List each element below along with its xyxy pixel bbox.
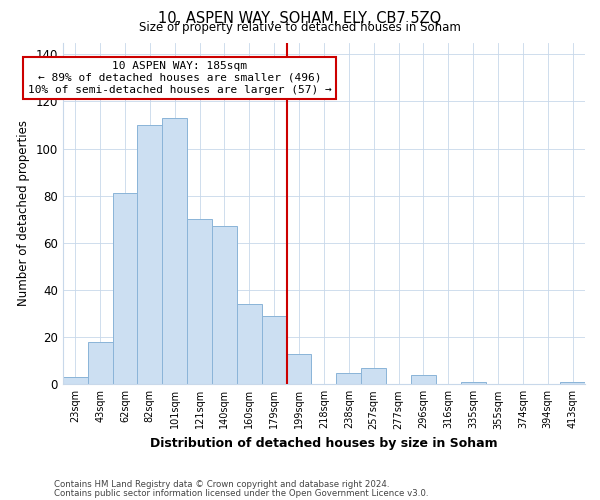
Text: 10 ASPEN WAY: 185sqm
← 89% of detached houses are smaller (496)
10% of semi-deta: 10 ASPEN WAY: 185sqm ← 89% of detached h… [28,62,332,94]
Bar [137,125,162,384]
Bar [237,304,262,384]
Bar [287,354,311,384]
Bar [187,220,212,384]
Text: Size of property relative to detached houses in Soham: Size of property relative to detached ho… [139,22,461,35]
Y-axis label: Number of detached properties: Number of detached properties [17,120,30,306]
Text: 10, ASPEN WAY, SOHAM, ELY, CB7 5ZQ: 10, ASPEN WAY, SOHAM, ELY, CB7 5ZQ [158,11,442,26]
X-axis label: Distribution of detached houses by size in Soham: Distribution of detached houses by size … [150,437,498,450]
Bar [461,382,485,384]
Bar [88,342,113,384]
Bar [560,382,585,384]
Text: Contains HM Land Registry data © Crown copyright and database right 2024.: Contains HM Land Registry data © Crown c… [54,480,389,489]
Bar [337,372,361,384]
Bar [361,368,386,384]
Bar [63,377,88,384]
Bar [212,226,237,384]
Bar [411,375,436,384]
Bar [113,194,137,384]
Bar [262,316,287,384]
Bar [162,118,187,384]
Text: Contains public sector information licensed under the Open Government Licence v3: Contains public sector information licen… [54,488,428,498]
